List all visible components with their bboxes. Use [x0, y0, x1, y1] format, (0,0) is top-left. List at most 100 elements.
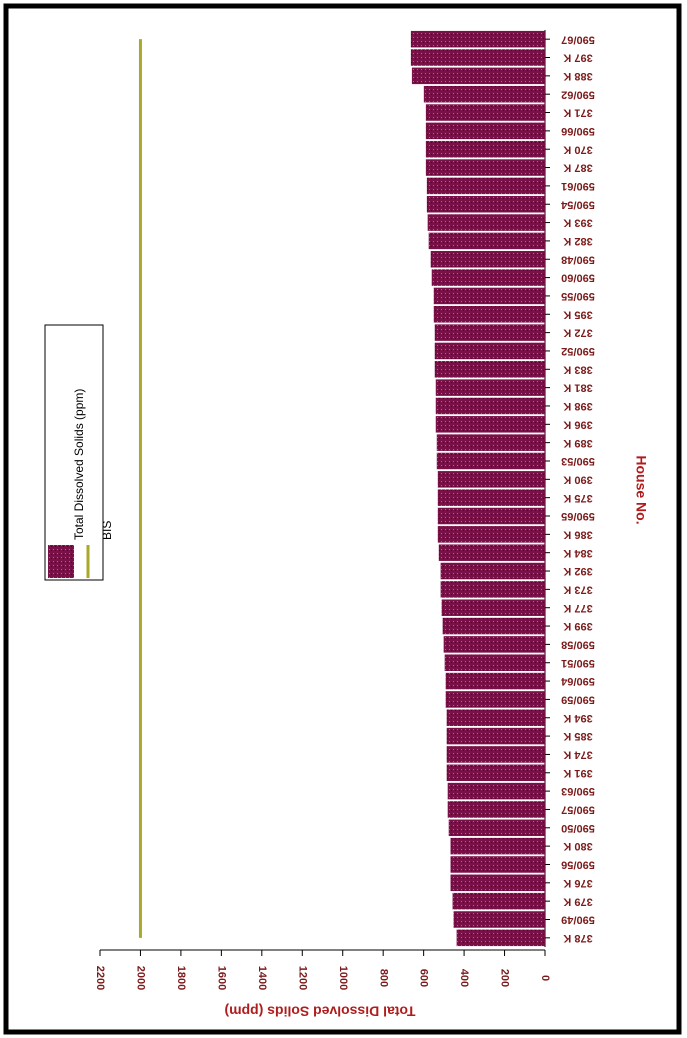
bar [410, 49, 545, 66]
bar [436, 452, 545, 470]
x-tick-label: 384 K [563, 547, 592, 559]
bar [440, 562, 545, 580]
legend [44, 324, 104, 581]
x-tick-label: 590/51 [561, 657, 595, 669]
bar [450, 856, 545, 873]
bar [447, 782, 545, 800]
x-tick-label: 590/67 [561, 33, 595, 45]
value-axis-title: Total Dissolved Solids (ppm) [224, 1003, 415, 1019]
x-tick-label: 397 K [563, 52, 592, 64]
bar [423, 85, 545, 103]
x-tick-label: 386 K [563, 528, 592, 540]
bar [433, 287, 545, 305]
bar [426, 195, 545, 213]
x-tick-label: 590/59 [561, 694, 595, 706]
x-tick-label: 378 K [563, 932, 592, 944]
x-tick-label: 394 K [563, 712, 592, 724]
x-tick-label: 381 K [563, 382, 592, 394]
bar [440, 581, 545, 598]
x-tick-label: 376 K [563, 877, 592, 889]
bar [434, 342, 545, 360]
x-tick-label: 389 K [563, 437, 592, 449]
legend-label: Total Dissolved Solids (ppm) [72, 389, 86, 540]
x-tick-label: 387 K [563, 162, 592, 174]
bar [436, 434, 545, 451]
legend-label: BIS [100, 521, 114, 540]
x-tick-label: 590/64 [560, 675, 595, 687]
x-tick-label: 395 K [563, 308, 592, 320]
x-tick-label: 393 K [563, 217, 592, 229]
bar [430, 250, 545, 268]
bar [445, 672, 545, 690]
bar [453, 911, 545, 928]
x-tick-label: 398 K [563, 400, 592, 412]
y-tick-label: 200 [499, 969, 511, 987]
x-tick-label: 390 K [563, 473, 592, 485]
y-tick-label: 1000 [337, 966, 349, 990]
x-tick-label: 377 K [563, 602, 592, 614]
y-tick-label: 0 [539, 975, 551, 981]
bar [410, 30, 545, 48]
x-tick-label: 590/60 [561, 272, 595, 284]
y-tick-label: 2000 [135, 966, 147, 990]
bar [435, 397, 545, 415]
bar [445, 691, 545, 708]
bar [452, 892, 545, 910]
x-tick-label: 590/54 [560, 198, 595, 210]
x-tick-label: 373 K [563, 583, 592, 595]
bar [437, 489, 545, 506]
x-tick-label: 590/49 [561, 914, 595, 926]
bar [434, 324, 545, 341]
y-tick-label: 600 [418, 969, 430, 987]
bar [428, 232, 545, 250]
x-tick-label: 375 K [563, 492, 592, 504]
x-tick-label: 374 K [563, 749, 592, 761]
y-tick-label: 2200 [94, 966, 106, 990]
bar [425, 122, 545, 140]
x-tick-label: 396 K [563, 418, 592, 430]
x-tick-label: 370 K [563, 143, 592, 155]
x-tick-label: 371 K [563, 107, 592, 119]
x-tick-label: 391 K [563, 767, 592, 779]
bar [425, 104, 545, 121]
x-tick-label: 380 K [563, 840, 592, 852]
bar [441, 599, 545, 616]
x-tick-label: 392 K [563, 565, 592, 577]
x-tick-label: 372 K [563, 327, 592, 339]
x-tick-label: 590/55 [561, 290, 595, 302]
bar [435, 416, 545, 433]
bar [450, 837, 545, 855]
x-tick-label: 388 K [563, 70, 592, 82]
y-tick-label: 1400 [256, 966, 268, 990]
bar [450, 874, 545, 892]
x-tick-label: 590/57 [561, 804, 595, 816]
bar [446, 727, 545, 745]
bar [426, 177, 545, 195]
bar [447, 801, 545, 818]
legend-swatch [48, 545, 74, 578]
x-tick-label: 590/66 [561, 125, 595, 137]
frame [3, 3, 682, 1035]
y-tick-label: 1800 [175, 966, 187, 990]
x-tick-label: 590/56 [561, 859, 595, 871]
bar [456, 929, 545, 947]
bar [427, 214, 545, 231]
x-tick-label: 590/63 [561, 785, 595, 797]
x-tick-label: 590/62 [561, 88, 595, 100]
x-tick-label: 590/52 [561, 345, 595, 357]
x-tick-label: 379 K [563, 895, 592, 907]
y-tick-label: 1200 [296, 966, 308, 990]
bar [434, 361, 545, 378]
y-tick-label: 400 [458, 969, 470, 987]
x-tick-label: 383 K [563, 363, 592, 375]
bar [443, 636, 545, 653]
bar [442, 617, 545, 635]
bar [431, 269, 545, 286]
bar [433, 306, 545, 323]
category-axis-title: House No. [633, 455, 649, 524]
x-tick-label: 590/65 [561, 510, 595, 522]
bar [437, 526, 545, 543]
x-tick-label: 590/61 [561, 180, 595, 192]
x-tick-label: 590/53 [561, 455, 595, 467]
